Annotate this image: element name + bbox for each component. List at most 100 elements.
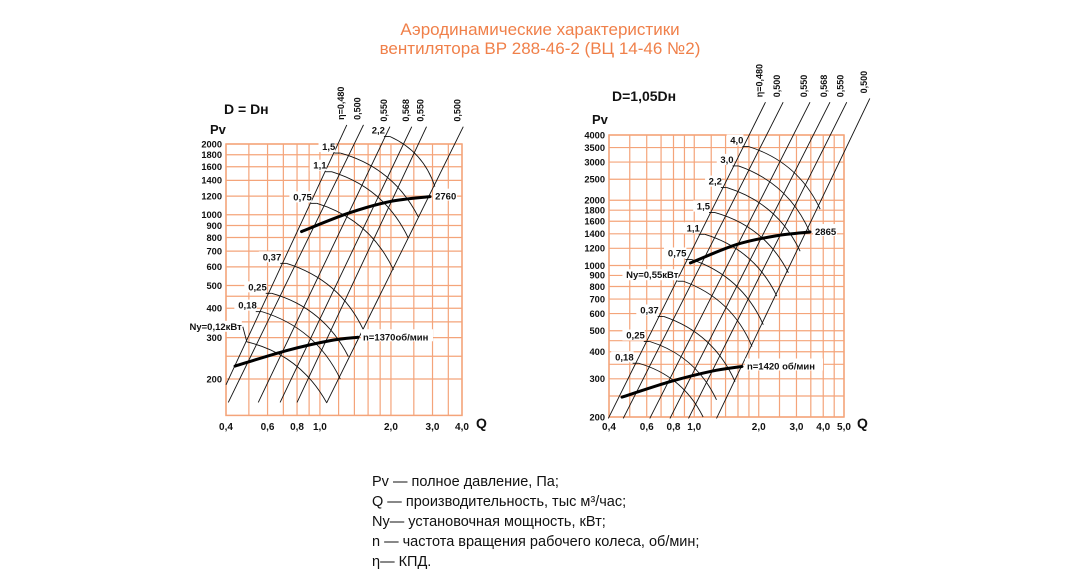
legend-line-ny: Ny— установочная мощность, кВт;: [372, 514, 606, 530]
power-label: 0,37: [640, 305, 659, 316]
power-curve: [286, 262, 364, 331]
power-label: 1,1: [313, 161, 327, 172]
efficiency-line: [296, 126, 427, 403]
power-label-leader: [242, 326, 248, 342]
label-bg: [726, 134, 744, 146]
label-bg: [289, 191, 312, 203]
label-bg: [368, 124, 385, 136]
chart-title: D=1,05Dн: [612, 88, 676, 104]
legend-line-q: Q — производительность, тыс м³/час;: [372, 494, 627, 510]
power-label: 0,18: [238, 301, 257, 312]
label-bg: [185, 320, 242, 332]
power-curve: [331, 171, 409, 239]
power-curve: [683, 280, 753, 347]
efficiency-label: 0,500: [353, 97, 363, 120]
efficiency-line: [227, 124, 364, 403]
efficiency-label: 0,550: [836, 75, 846, 98]
y-tick-label: 1000: [584, 261, 605, 271]
efficiency-line: [688, 102, 848, 419]
power-curve: [389, 136, 436, 187]
speed-label: n=1420 об/мин: [747, 361, 815, 372]
label-bg: [693, 200, 711, 212]
efficiency-label: 0,550: [799, 75, 809, 98]
title-line-2: вентилятора ВР 288-46-2 (ВЦ 14-46 №2): [379, 39, 701, 58]
y-tick-label: 1200: [584, 244, 605, 254]
x-tick-label: 2,0: [384, 422, 398, 433]
x-tick-label: 5,0: [837, 422, 851, 433]
y-tick-label: 1000: [201, 210, 222, 220]
efficiency-label: 0,568: [401, 99, 411, 122]
label-bg: [705, 175, 722, 187]
y-tick-label: 3500: [584, 143, 605, 153]
label-bg: [244, 281, 267, 293]
efficiency-line: [649, 102, 811, 419]
power-label: 0,25: [626, 331, 645, 342]
efficiency-label: 0,550: [416, 99, 426, 122]
power-label: 3,0: [720, 155, 733, 166]
title-line-1: Аэродинамические характеристики: [400, 20, 680, 39]
y-tick-label: 800: [206, 233, 222, 243]
power-curve: [748, 146, 821, 210]
power-label: 1,5: [322, 142, 336, 153]
y-tick-label: 400: [589, 347, 605, 357]
y-tick-label: 500: [589, 326, 605, 336]
x-tick-label: 0,4: [602, 422, 616, 433]
y-tick-label: 900: [206, 221, 222, 231]
label-bg: [234, 299, 257, 311]
label-bg: [611, 351, 634, 363]
efficiency-label: 0,568: [819, 75, 829, 98]
efficiency-label: η=0,480: [336, 87, 346, 120]
x-tick-label: 4,0: [816, 422, 830, 433]
x-tick-label: 1,0: [687, 422, 701, 433]
power-curve: [738, 165, 811, 233]
y-tick-label: 1600: [584, 217, 605, 227]
y-tick-label: 1600: [201, 162, 222, 172]
plot-frame: [225, 143, 463, 417]
x-tick-label: 0,4: [219, 422, 233, 433]
efficiency-line: [257, 126, 391, 403]
y-tick-label: 600: [589, 309, 605, 319]
y-tick-label: 800: [589, 282, 605, 292]
x-tick-label: 2,0: [752, 422, 766, 433]
power-curve: [704, 233, 778, 297]
power-label: Ny=0,12кВт: [189, 322, 242, 333]
y-axis-label: Pv: [210, 122, 227, 137]
speed-label: 2865: [815, 227, 837, 238]
power-label: 4,0: [730, 136, 743, 147]
y-tick-label: 900: [589, 271, 605, 281]
y-tick-label: 700: [589, 294, 605, 304]
x-axis-label: Q: [476, 415, 487, 431]
x-tick-label: 0,8: [667, 422, 681, 433]
efficiency-line: [669, 102, 831, 419]
y-tick-label: 2000: [201, 139, 222, 149]
label-bg: [258, 251, 282, 263]
label-bg: [309, 159, 327, 171]
power-curve: [726, 187, 801, 252]
label-bg: [664, 247, 687, 259]
y-tick-label: 300: [589, 374, 605, 384]
efficiency-line: [326, 126, 464, 403]
power-curve: [261, 311, 341, 380]
power-label: 0,75: [668, 248, 687, 259]
efficiency-line: [279, 126, 413, 403]
label-bg: [433, 188, 458, 201]
efficiency-label: η=0,480: [754, 64, 764, 97]
efficiency-label: 0,550: [379, 99, 389, 122]
x-tick-label: 0,8: [290, 422, 304, 433]
y-tick-label: 600: [206, 262, 222, 272]
y-tick-label: 1800: [584, 205, 605, 215]
label-bg: [360, 329, 433, 342]
x-tick-label: 3,0: [426, 422, 440, 433]
y-tick-label: 700: [206, 246, 222, 256]
x-axis-label: Q: [857, 415, 868, 431]
power-curve: [340, 152, 419, 218]
power-curve: [271, 292, 349, 357]
power-label: 2,2: [372, 126, 385, 137]
efficiency-line: [607, 102, 766, 419]
y-tick-label: 2000: [584, 196, 605, 206]
speed-label: n=1370об/мин: [363, 332, 429, 343]
power-curve: [663, 316, 736, 382]
y-tick-label: 300: [206, 333, 222, 343]
